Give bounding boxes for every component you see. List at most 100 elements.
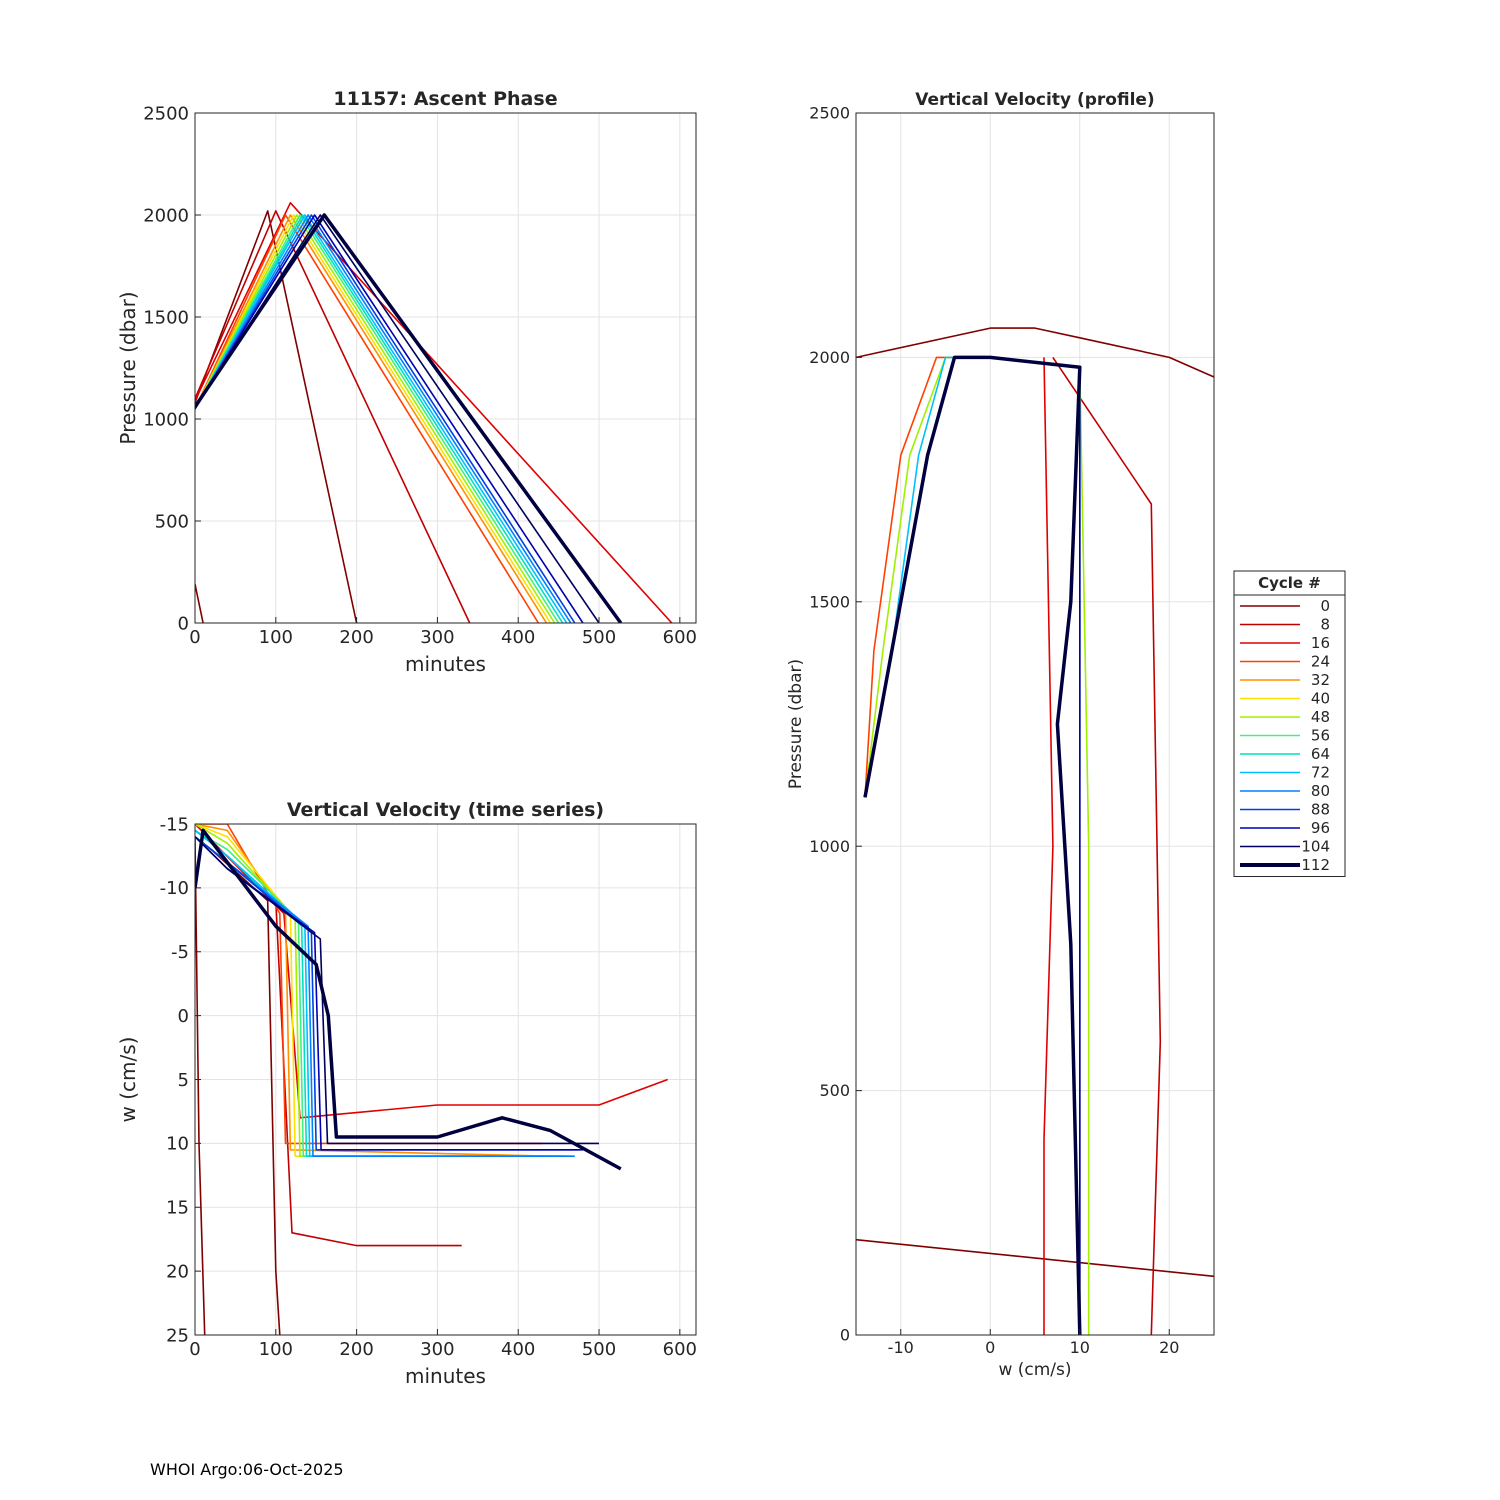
- series-line-cycle-96: [195, 214, 584, 623]
- y-tick-label: -15: [160, 814, 189, 835]
- series-line-cycle-32: [195, 214, 548, 623]
- series-group: [856, 327, 1214, 1335]
- y-tick-label: 1000: [143, 409, 189, 430]
- series-line-cycle-112: [195, 213, 623, 623]
- y-axis-label: w (cm/s): [116, 1037, 140, 1123]
- series-line-cycle-24: [195, 214, 540, 623]
- chart-title: 11157: Ascent Phase: [333, 88, 557, 110]
- series-line-cycle-0: [195, 836, 281, 1335]
- footer-label: WHOI Argo:06-Oct-2025: [150, 1460, 344, 1479]
- x-tick-label: 100: [259, 1339, 293, 1360]
- y-tick-label: 5: [178, 1070, 189, 1091]
- legend-label: 88: [1311, 801, 1330, 819]
- y-tick-label: 500: [155, 511, 189, 532]
- series-line-cycle-112: [863, 355, 1082, 1335]
- x-tick-label: 500: [582, 627, 616, 648]
- x-axis-label: w (cm/s): [998, 1360, 1071, 1380]
- x-tick-label: 20: [1159, 1338, 1179, 1357]
- series-line-cycle-40: [195, 214, 552, 623]
- y-tick-label: 0: [840, 1326, 850, 1345]
- x-tick-label: 600: [663, 1339, 697, 1360]
- x-tick-label: 0: [189, 627, 200, 648]
- series-line-cycle-16: [195, 202, 673, 623]
- x-tick-label: 500: [582, 1339, 616, 1360]
- y-tick-label: 2500: [143, 103, 189, 124]
- series-line-cycle-88: [195, 836, 579, 1151]
- y-tick-label: -5: [171, 942, 189, 963]
- legend-label: 24: [1311, 653, 1330, 671]
- y-tick-label: 20: [166, 1261, 189, 1282]
- legend-label: 80: [1311, 782, 1330, 800]
- series-line-cycle-88: [195, 214, 576, 623]
- x-tick-label: 200: [339, 1339, 373, 1360]
- x-tick-label: 100: [259, 627, 293, 648]
- y-axis-label: Pressure (dbar): [786, 659, 806, 789]
- series-line-cycle-48: [195, 824, 559, 1157]
- legend-label: 16: [1311, 634, 1330, 652]
- y-tick-label: 2000: [143, 205, 189, 226]
- legend-label: 8: [1320, 616, 1330, 634]
- legend-label: 56: [1311, 727, 1330, 745]
- legend-label: 96: [1311, 819, 1330, 837]
- series-line-cycle-0: [195, 836, 206, 1335]
- chart-title: Vertical Velocity (time series): [287, 799, 604, 821]
- chart-2: 0 100 200 300 400 500 600 -15 -10 -5 0 5 10 15 20 25 Ver…: [116, 799, 697, 1388]
- y-tick-label: -10: [160, 878, 189, 899]
- chart-title: Vertical Velocity (profile): [915, 90, 1154, 110]
- x-tick-label: 300: [420, 1339, 454, 1360]
- x-tick-label: 400: [501, 1339, 535, 1360]
- series-line-cycle-112: [195, 828, 622, 1171]
- series-line-cycle-8: [1052, 356, 1162, 1335]
- chart-3: -10 0 10 20 0 500 1000 1500 2000 2500 Vertical Vel…: [786, 90, 1215, 1380]
- series-line-cycle-72: [195, 214, 568, 623]
- y-tick-label: 10: [166, 1134, 189, 1155]
- series-line-cycle-0: [195, 584, 204, 623]
- x-tick-label: 0: [985, 1338, 995, 1357]
- series-group: [195, 202, 673, 623]
- series-line-cycle-0: [195, 210, 358, 623]
- legend-label: 40: [1311, 690, 1330, 708]
- legend-label: 0: [1320, 597, 1330, 615]
- series-line-cycle-48: [195, 214, 556, 623]
- legend-label: 32: [1311, 671, 1330, 689]
- series-line-cycle-8: [195, 210, 471, 623]
- axes-box: [855, 112, 1215, 1336]
- legend-label: 64: [1311, 745, 1330, 763]
- y-tick-label: 25: [166, 1325, 189, 1346]
- x-tick-label: -10: [888, 1338, 914, 1357]
- series-line-cycle-0: [856, 1238, 1214, 1278]
- series-line-cycle-16: [1043, 357, 1054, 1335]
- x-tick-label: 10: [1070, 1338, 1090, 1357]
- x-tick-label: 0: [189, 1339, 200, 1360]
- y-tick-label: 0: [178, 613, 189, 634]
- axes-box: [194, 112, 697, 624]
- y-tick-label: 1500: [809, 592, 850, 611]
- y-tick-label: 1000: [809, 837, 850, 856]
- series-line-cycle-104: [195, 836, 599, 1145]
- y-tick-label: 500: [819, 1081, 850, 1100]
- y-tick-label: 15: [166, 1198, 189, 1219]
- series-line-cycle-16: [195, 824, 668, 1119]
- y-tick-label: 2000: [809, 348, 850, 367]
- x-axis-label: minutes: [405, 1364, 486, 1388]
- legend-box: [1233, 570, 1346, 877]
- x-tick-label: 200: [339, 627, 373, 648]
- x-tick-label: 600: [663, 627, 697, 648]
- legend-label: 112: [1301, 856, 1330, 874]
- series-line-cycle-32: [195, 824, 551, 1157]
- legend-title: Cycle #: [1258, 574, 1321, 592]
- y-tick-label: 0: [178, 1006, 189, 1027]
- series-line-cycle-40: [195, 824, 555, 1157]
- series-group: [195, 824, 668, 1335]
- legend-label: 48: [1311, 708, 1330, 726]
- x-tick-label: 400: [501, 627, 535, 648]
- y-tick-label: 2500: [809, 104, 850, 123]
- x-axis-label: minutes: [405, 652, 486, 676]
- y-axis-label: Pressure (dbar): [116, 291, 140, 444]
- series-line-cycle-0: [856, 327, 1214, 378]
- chart-1: 0 100 200 300 400 500 600 0 500 1000 1500 2000 2500 1…: [116, 88, 697, 676]
- x-tick-label: 300: [420, 627, 454, 648]
- series-line-cycle-24: [195, 824, 543, 1145]
